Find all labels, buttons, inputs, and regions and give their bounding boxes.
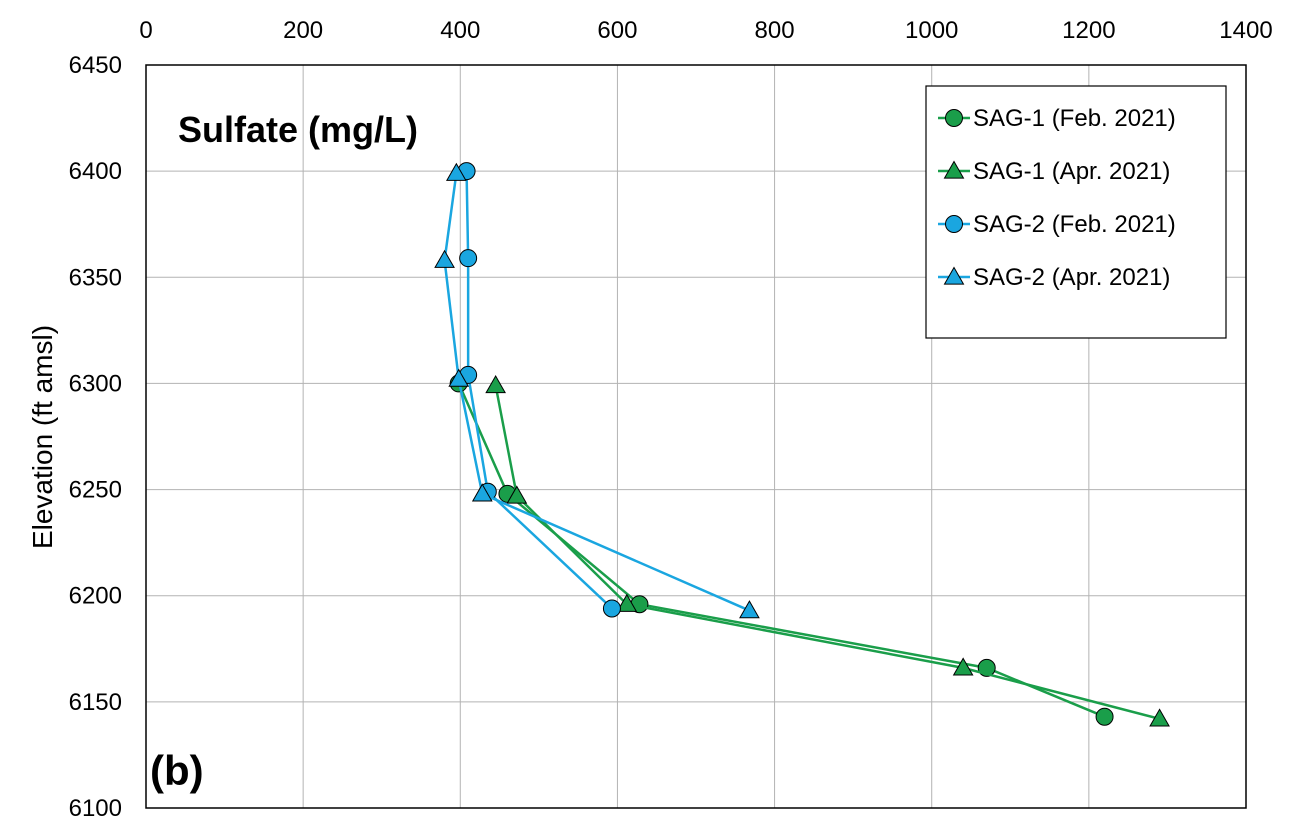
x-tick-label: 800 bbox=[755, 17, 795, 44]
y-tick-label: 6100 bbox=[69, 795, 122, 822]
legend-entry: SAG-1 (Feb. 2021) bbox=[938, 105, 1176, 132]
y-tick-label: 6300 bbox=[69, 370, 122, 397]
legend-label: SAG-2 (Apr. 2021) bbox=[973, 264, 1170, 291]
plot-frame bbox=[145, 64, 1247, 809]
legend-box bbox=[925, 85, 1227, 339]
triangle-marker bbox=[445, 162, 467, 181]
series-3 bbox=[457, 162, 621, 618]
series-layer bbox=[434, 162, 1170, 727]
y-axis-ticks: 6100 6150 6200 6250 6300 6350 6400 6450 bbox=[69, 52, 122, 822]
x-tick-label: 0 bbox=[139, 17, 152, 44]
x-tick-label: 1400 bbox=[1219, 17, 1272, 44]
circle-marker bbox=[1095, 707, 1114, 726]
legend-marker bbox=[945, 109, 963, 127]
panel-label: (b) bbox=[150, 747, 204, 794]
y-tick-label: 6400 bbox=[69, 158, 122, 185]
legend-entry: SAG-2 (Apr. 2021) bbox=[938, 264, 1170, 291]
circle-marker bbox=[602, 599, 621, 618]
legend-marker bbox=[945, 215, 963, 233]
y-tick-label: 6450 bbox=[69, 52, 122, 79]
y-tick-label: 6150 bbox=[69, 689, 122, 716]
x-tick-label: 1000 bbox=[905, 17, 958, 44]
triangle-marker bbox=[1149, 708, 1170, 727]
triangle-marker bbox=[434, 249, 455, 268]
legend-entry: SAG-2 (Feb. 2021) bbox=[938, 211, 1176, 238]
x-tick-label: 600 bbox=[597, 17, 637, 44]
x-axis-ticks: 0 200 400 600 800 1000 1200 1400 bbox=[139, 17, 1272, 44]
legend-label: SAG-2 (Feb. 2021) bbox=[973, 211, 1176, 238]
y-axis-title: Elevation (ft amsl) bbox=[27, 325, 58, 549]
triangle-marker bbox=[616, 593, 638, 612]
circle-marker bbox=[459, 249, 478, 268]
chart-title: Sulfate (mg/L) bbox=[178, 109, 418, 150]
series-2 bbox=[485, 375, 1170, 727]
triangle-marker bbox=[471, 483, 493, 502]
legend: SAG-1 (Feb. 2021) SAG-1 (Apr. 2021) SAG-2 … bbox=[925, 85, 1227, 339]
legend-label: SAG-1 (Apr. 2021) bbox=[973, 158, 1170, 185]
legend-marker bbox=[943, 160, 965, 179]
x-tick-label: 200 bbox=[283, 17, 323, 44]
legend-marker bbox=[943, 266, 965, 285]
x-tick-label: 400 bbox=[440, 17, 480, 44]
x-tick-label: 1200 bbox=[1062, 17, 1115, 44]
triangle-marker bbox=[506, 485, 528, 504]
triangle-marker bbox=[485, 375, 507, 394]
y-tick-label: 6250 bbox=[69, 477, 122, 504]
triangle-marker bbox=[739, 600, 760, 619]
triangle-marker bbox=[952, 657, 974, 676]
y-tick-label: 6200 bbox=[69, 583, 122, 610]
legend-entry: SAG-1 (Apr. 2021) bbox=[938, 158, 1170, 185]
triangle-marker bbox=[448, 368, 470, 387]
legend-label: SAG-1 (Feb. 2021) bbox=[973, 105, 1176, 132]
y-tick-label: 6350 bbox=[69, 264, 122, 291]
series-4 bbox=[434, 162, 760, 619]
